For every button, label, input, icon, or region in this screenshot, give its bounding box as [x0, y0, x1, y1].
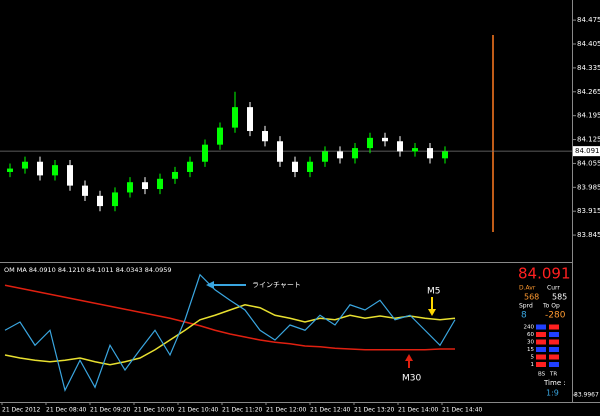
- meter-label: 30: [527, 340, 534, 346]
- candle-body: [352, 148, 358, 159]
- candle-body: [202, 144, 208, 162]
- y-tick-label: 84.055: [577, 159, 600, 167]
- candle-body: [157, 178, 163, 190]
- series-line: [4, 273, 456, 392]
- candle-body: [142, 182, 148, 190]
- candle-body: [52, 165, 58, 176]
- meter-cell: [536, 362, 546, 367]
- meter-cell: [536, 354, 546, 360]
- meter-label: 15: [527, 347, 534, 353]
- candle-body: [217, 127, 223, 145]
- y-tick-label: 83.985: [577, 183, 600, 191]
- candle-body: [97, 195, 103, 207]
- y-tick-label: 84.195: [577, 112, 600, 120]
- info-value: 8: [521, 311, 527, 321]
- meter-cell: [536, 347, 546, 352]
- candle-body: [382, 137, 388, 142]
- candle-body: [322, 151, 328, 162]
- candle-body: [397, 141, 403, 152]
- info-label: D.Avr: [519, 285, 536, 292]
- x-tick-label: 21 Dec 12:40: [310, 407, 351, 414]
- x-tick-label: 21 Dec 08:40: [46, 407, 87, 414]
- candle-body: [172, 171, 178, 179]
- y-tick-label: 84.125: [577, 136, 600, 144]
- meter-label: 60: [527, 332, 534, 338]
- candle-body: [7, 168, 13, 172]
- candle-body: [247, 107, 253, 132]
- annotation: ラインチャート: [252, 281, 301, 289]
- x-tick-label: 21 Dec 14:40: [442, 407, 483, 414]
- candle-body: [127, 182, 133, 193]
- y-tick-label: 84.335: [577, 64, 600, 72]
- meter-cell: [549, 339, 559, 345]
- y-tick-label: 84.475: [577, 16, 600, 24]
- x-tick-label: 21 Dec 10:00: [134, 407, 175, 414]
- candle-body: [67, 165, 73, 186]
- annotation: M30: [402, 374, 421, 384]
- candle-body: [442, 151, 448, 159]
- x-tick-label: 21 Dec 13:20: [354, 407, 395, 414]
- candle-body: [307, 161, 313, 172]
- candle-body: [37, 161, 43, 176]
- info-value: 568: [524, 293, 539, 302]
- annotation-arrow-head: [428, 309, 436, 316]
- x-tick-label: 21 Dec 09:20: [90, 407, 131, 414]
- candle-body: [232, 107, 238, 128]
- meter-cell: [536, 324, 546, 330]
- meter-cell: [549, 332, 559, 337]
- candle-body: [277, 141, 283, 162]
- x-tick-label: 21 Dec 10:40: [178, 407, 219, 414]
- info-label: BS: [538, 372, 546, 378]
- candle-body: [367, 137, 373, 149]
- meter-cell: [549, 324, 559, 330]
- candle-body: [337, 151, 343, 159]
- candle-body: [412, 148, 418, 152]
- candle-body: [22, 161, 28, 169]
- info-value: 1:9: [546, 389, 559, 398]
- annotation-arrow-head: [405, 354, 413, 361]
- y-tick-label: 83.915: [577, 207, 600, 215]
- info-value: -280: [545, 311, 566, 321]
- meter-cell: [536, 332, 546, 337]
- candle-body: [262, 131, 268, 142]
- info-label: Sprd: [519, 303, 533, 310]
- info-label: Time :: [543, 379, 566, 387]
- y-tick-label: 83.9967: [574, 391, 599, 398]
- y-tick-label: 84.265: [577, 88, 600, 96]
- y-tick-label: 84.405: [577, 40, 600, 48]
- candle-body: [427, 148, 433, 159]
- candle-body: [82, 185, 88, 196]
- x-tick-label: 21 Dec 12:00: [266, 407, 307, 414]
- annotation: M5: [427, 287, 441, 297]
- meter-label: 240: [524, 325, 535, 331]
- meter-cell: [549, 347, 559, 352]
- x-tick-label: 21 Dec 11:20: [222, 407, 263, 414]
- x-tick-label: 21 Dec 2012: [2, 407, 41, 414]
- series-line: [4, 303, 456, 366]
- current-price-label: 84.091: [575, 147, 600, 155]
- y-tick-label: 83.845: [577, 231, 600, 239]
- info-label: To Op: [542, 303, 560, 310]
- meter-cell: [536, 339, 546, 345]
- meter-cell: [549, 354, 559, 360]
- meter-cell: [549, 362, 559, 367]
- series-line: [4, 284, 455, 351]
- candle-body: [187, 161, 193, 172]
- meter-label: 1: [531, 362, 535, 368]
- candle-body: [112, 192, 118, 207]
- info-label: Curr: [547, 285, 560, 292]
- info-label: TR: [549, 372, 557, 378]
- meter-label: 5: [531, 355, 535, 361]
- info-value: 585: [552, 293, 567, 302]
- x-tick-label: 21 Dec 14:00: [398, 407, 439, 414]
- info-price: 84.091: [518, 265, 571, 283]
- current-price-box: [573, 146, 600, 157]
- candle-body: [292, 161, 298, 172]
- indicator-title: OM MA 84.0910 84.1210 84.1011 84.0343 84…: [4, 266, 172, 274]
